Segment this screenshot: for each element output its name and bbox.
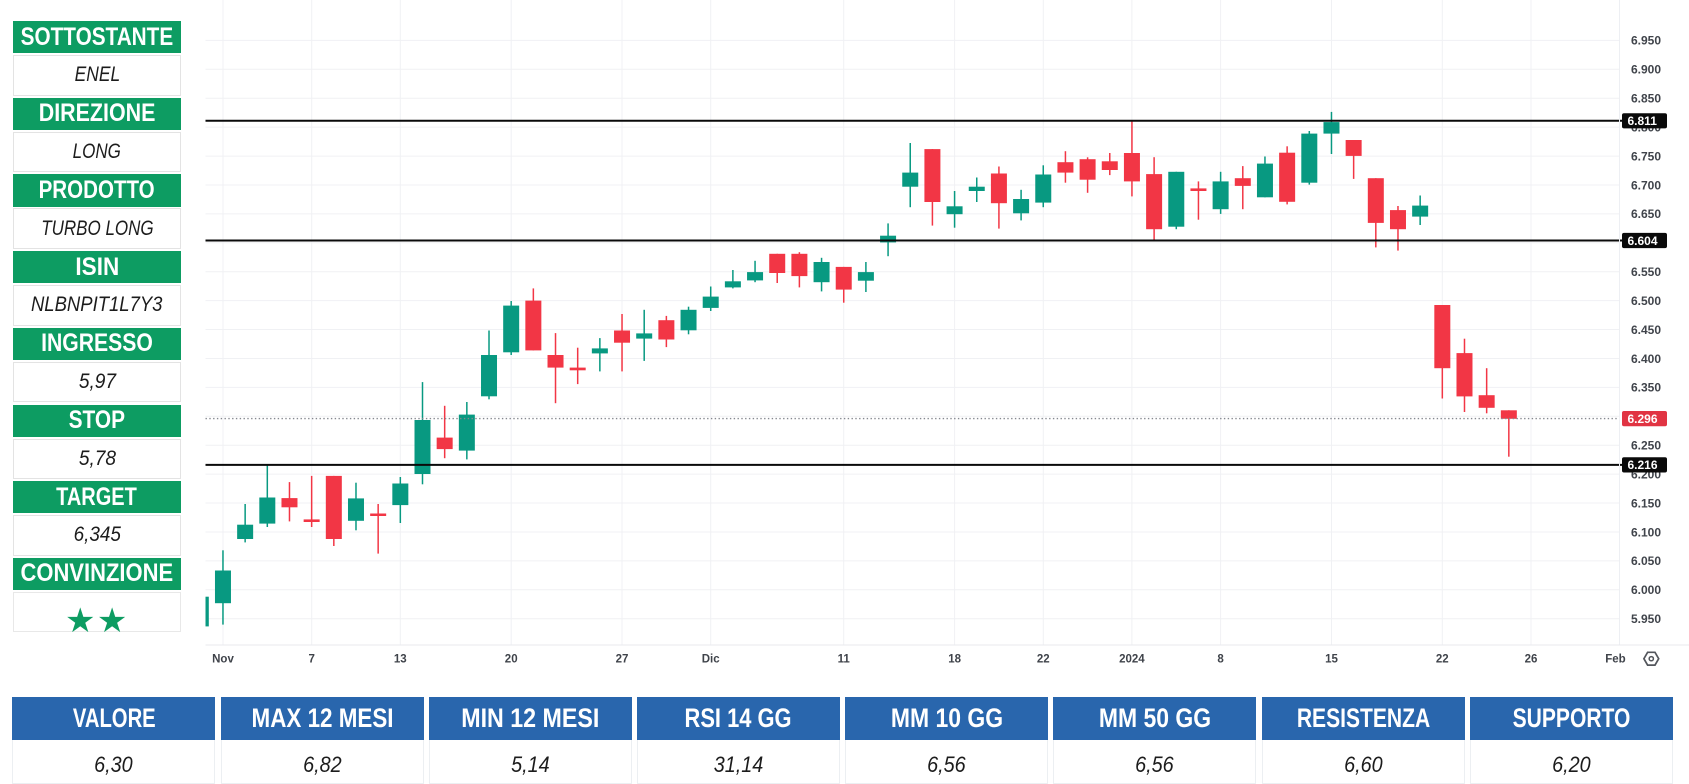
svg-text:6.550: 6.550 bbox=[1631, 265, 1661, 279]
svg-text:Dic: Dic bbox=[702, 654, 721, 666]
svg-text:6.604: 6.604 bbox=[1628, 234, 1658, 248]
svg-text:6.350: 6.350 bbox=[1631, 381, 1661, 395]
svg-text:27: 27 bbox=[616, 654, 629, 666]
svg-text:26: 26 bbox=[1525, 654, 1538, 666]
svg-text:6.850: 6.850 bbox=[1631, 92, 1661, 106]
svg-text:6.811: 6.811 bbox=[1628, 114, 1658, 128]
svg-text:6.900: 6.900 bbox=[1631, 63, 1661, 77]
svg-text:6.450: 6.450 bbox=[1631, 323, 1661, 337]
svg-text:6.250: 6.250 bbox=[1631, 439, 1661, 453]
svg-text:Feb: Feb bbox=[1605, 654, 1625, 666]
svg-text:6.700: 6.700 bbox=[1631, 178, 1661, 192]
svg-text:2024: 2024 bbox=[1119, 654, 1145, 666]
svg-text:Nov: Nov bbox=[212, 654, 234, 666]
svg-text:15: 15 bbox=[1325, 654, 1338, 666]
svg-text:6.750: 6.750 bbox=[1631, 149, 1661, 163]
svg-text:6.500: 6.500 bbox=[1631, 294, 1661, 308]
svg-text:20: 20 bbox=[505, 654, 518, 666]
svg-text:8: 8 bbox=[1217, 654, 1224, 666]
svg-text:13: 13 bbox=[394, 654, 407, 666]
svg-text:6.650: 6.650 bbox=[1631, 207, 1661, 221]
svg-text:6.000: 6.000 bbox=[1631, 583, 1661, 597]
svg-text:7: 7 bbox=[308, 654, 314, 666]
svg-text:22: 22 bbox=[1436, 654, 1449, 666]
svg-text:6.150: 6.150 bbox=[1631, 496, 1661, 510]
svg-text:6.050: 6.050 bbox=[1631, 554, 1661, 568]
svg-text:6.216: 6.216 bbox=[1628, 458, 1658, 472]
svg-text:6.400: 6.400 bbox=[1631, 352, 1661, 366]
svg-text:6.100: 6.100 bbox=[1631, 525, 1661, 539]
svg-text:6.296: 6.296 bbox=[1628, 412, 1658, 426]
svg-text:6.950: 6.950 bbox=[1631, 34, 1661, 48]
svg-text:18: 18 bbox=[948, 654, 961, 666]
svg-text:5.950: 5.950 bbox=[1631, 612, 1661, 626]
svg-text:22: 22 bbox=[1037, 654, 1050, 666]
svg-text:11: 11 bbox=[838, 654, 851, 666]
